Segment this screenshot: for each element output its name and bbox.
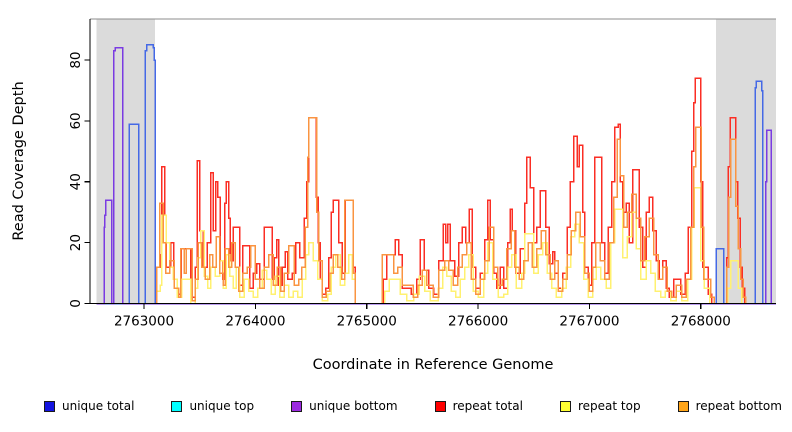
- y-tick-label: 60: [68, 112, 84, 129]
- x-tick-label: 2767000: [559, 314, 619, 330]
- x-tick-label: 2765000: [337, 314, 397, 330]
- legend-label: unique total: [62, 399, 135, 413]
- legend-label: repeat top: [577, 399, 641, 413]
- y-tick-label: 40: [68, 173, 84, 190]
- x-tick-label: 2768000: [671, 314, 731, 330]
- series-repeat-bottom-line: [96, 117, 776, 305]
- legend-item-unique-total: unique total: [44, 399, 134, 413]
- repeat-bottom-swatch: [677, 400, 689, 412]
- legend: unique total unique top unique bottom repea…: [44, 396, 782, 416]
- y-tick-label: 20: [68, 234, 84, 251]
- unique-total-swatch: [44, 400, 55, 412]
- legend-item-repeat-bottom: repeat bottom: [677, 399, 782, 413]
- legend-label: repeat total: [452, 399, 523, 413]
- repeat-top-swatch: [559, 400, 571, 412]
- x-axis-title: Coordinate in Reference Genome: [312, 357, 554, 373]
- unique-top-swatch: [171, 400, 183, 412]
- repeat-total-swatch: [434, 400, 446, 412]
- unique-bottom-swatch: [291, 400, 303, 412]
- y-tick-label: 0: [68, 299, 84, 308]
- y-axis-title: Read Coverage Depth: [11, 81, 27, 241]
- legend-label: repeat bottom: [695, 399, 782, 413]
- legend-item-repeat-total: repeat total: [434, 399, 523, 413]
- x-tick-label: 2764000: [225, 314, 285, 330]
- legend-item-repeat-top: repeat top: [559, 399, 641, 413]
- x-tick-label: 2763000: [114, 314, 174, 330]
- legend-label: unique top: [189, 399, 255, 413]
- legend-item-unique-top: unique top: [171, 399, 254, 413]
- unique-anchored-region-left: [96, 19, 156, 304]
- x-tick-label: 2766000: [448, 314, 508, 330]
- y-tick-label: 80: [68, 51, 84, 68]
- legend-item-unique-bottom: unique bottom: [291, 399, 398, 413]
- series-repeat-top-line: [96, 187, 776, 305]
- series-unique-bottom-line: [96, 47, 776, 305]
- legend-label: unique bottom: [309, 399, 398, 413]
